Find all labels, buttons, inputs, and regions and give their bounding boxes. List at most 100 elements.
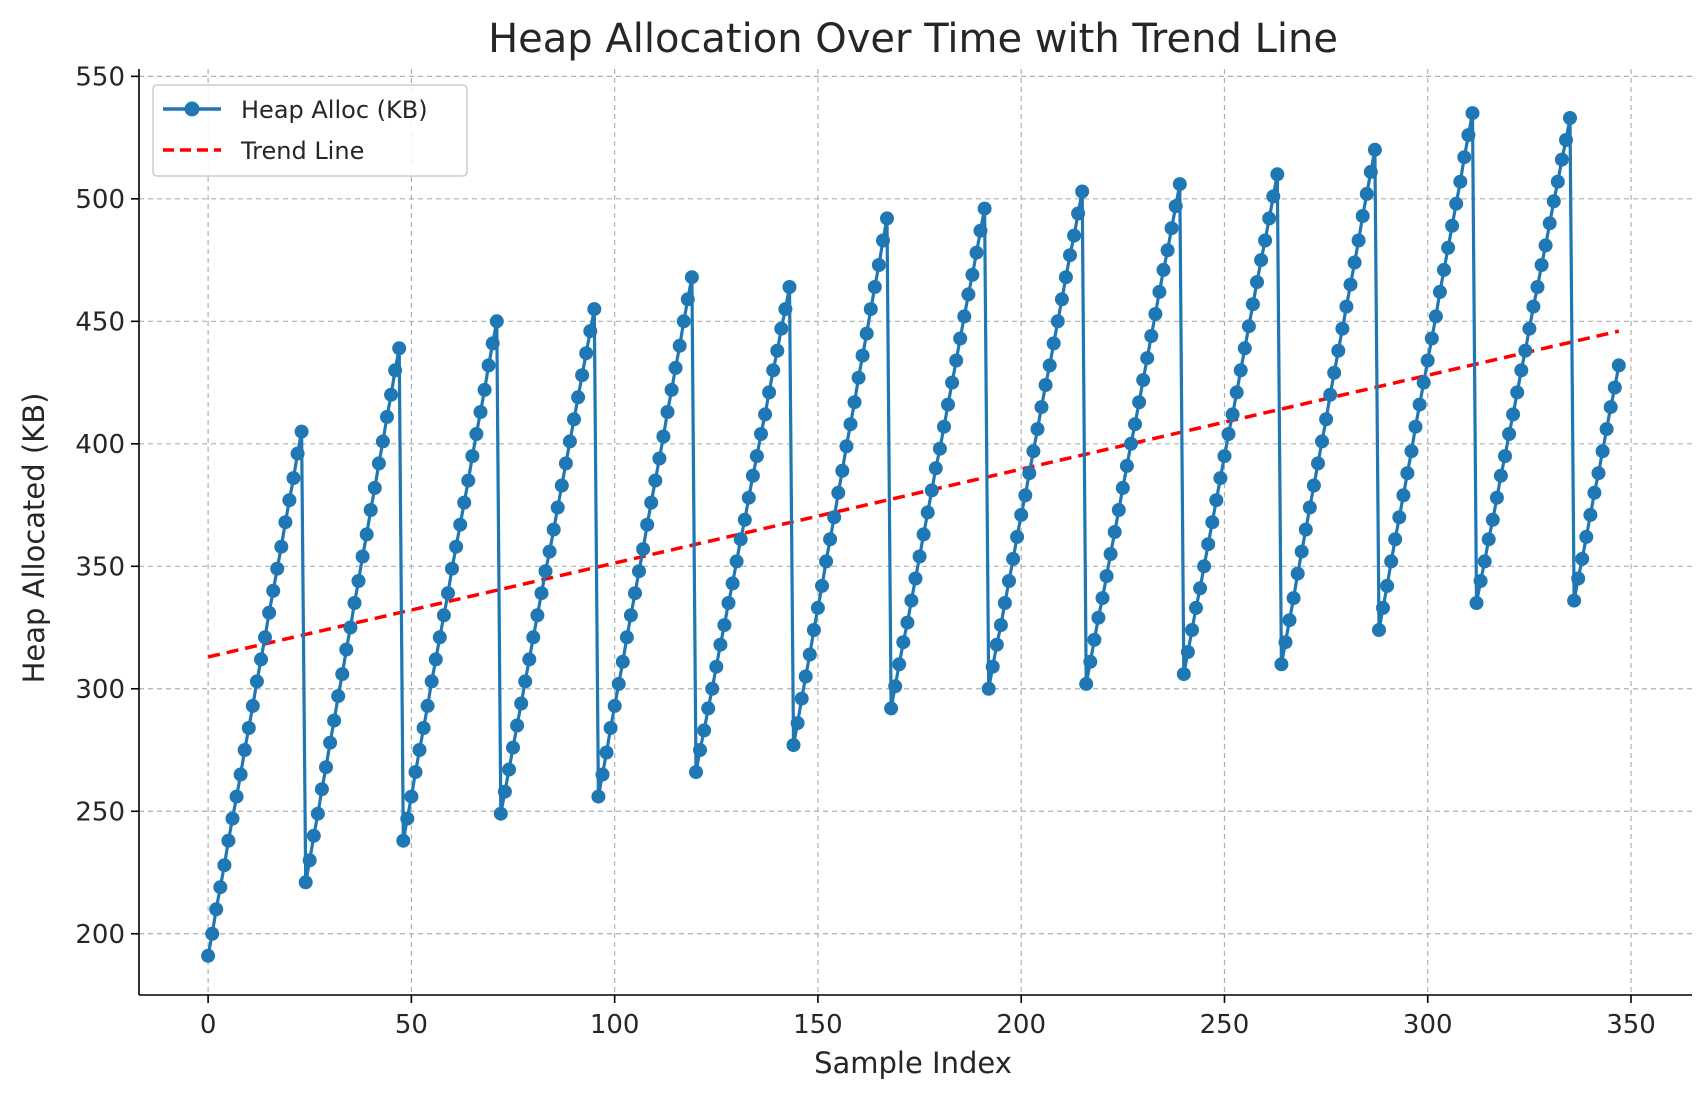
heap-alloc-point — [810, 600, 825, 615]
heap-alloc-point — [689, 765, 703, 780]
heap-alloc-point — [603, 721, 618, 735]
heap-alloc-point — [1315, 434, 1329, 449]
heap-alloc-point — [1327, 365, 1342, 380]
heap-alloc-point — [1424, 331, 1439, 346]
heap-alloc-point — [648, 473, 663, 488]
heap-alloc-point — [843, 417, 858, 432]
heap-alloc-point — [1042, 358, 1057, 373]
heap-alloc-point — [1014, 507, 1029, 522]
heap-alloc-point — [1420, 353, 1435, 368]
heap-alloc-point — [794, 691, 809, 706]
heap-alloc-point — [737, 512, 752, 527]
heap-alloc-point — [892, 657, 907, 672]
heap-alloc-point — [1473, 574, 1488, 588]
heap-alloc-point — [1510, 385, 1525, 400]
heap-alloc-point — [1213, 471, 1228, 486]
heap-alloc-point — [1250, 275, 1264, 290]
heap-alloc-point — [1481, 532, 1496, 547]
heap-alloc-point — [1526, 299, 1541, 314]
heap-alloc-point — [339, 642, 354, 657]
heap-alloc-point — [558, 456, 573, 471]
heap-alloc-point — [441, 586, 455, 601]
heap-alloc-point — [977, 201, 992, 216]
heap-alloc-point — [241, 721, 256, 735]
heap-alloc-point — [656, 429, 671, 444]
x-tick-label: 0 — [200, 1010, 217, 1040]
heap-alloc-point — [254, 652, 268, 667]
heap-alloc-point — [815, 578, 829, 593]
heap-alloc-point — [1290, 566, 1305, 581]
heap-alloc-point — [937, 419, 951, 434]
heap-alloc-point — [741, 490, 756, 505]
heap-alloc-point — [380, 409, 394, 424]
heap-alloc-point — [1030, 422, 1045, 437]
x-tick-label: 250 — [1200, 1010, 1250, 1040]
heap-alloc-point — [880, 211, 894, 226]
heap-alloc-point — [506, 740, 520, 755]
y-axis-ticks: 200 250 300 350 400 450 500 550 — [75, 62, 139, 950]
heap-alloc-point — [290, 446, 305, 461]
heap-alloc-point — [912, 549, 927, 564]
chart-title: Heap Allocation Over Time with Trend Lin… — [488, 16, 1338, 62]
heap-alloc-point — [749, 449, 764, 464]
heap-alloc-point — [1607, 380, 1622, 395]
heap-alloc-series-line — [206, 111, 1621, 957]
heap-alloc-point — [1453, 174, 1468, 189]
heap-alloc-point — [758, 407, 773, 422]
heap-alloc-point — [1217, 449, 1232, 464]
heap-alloc-point — [798, 669, 813, 684]
heap-alloc-point — [522, 652, 537, 667]
heap-alloc-point — [1611, 358, 1626, 373]
trend-line-layer — [207, 329, 1620, 659]
heap-alloc-point — [465, 449, 480, 464]
heap-alloc-point — [445, 561, 459, 576]
heap-alloc-point — [835, 463, 850, 478]
heap-alloc-point — [510, 718, 525, 733]
heap-alloc-point — [1128, 417, 1142, 432]
heap-alloc-point — [485, 336, 500, 351]
heap-alloc-point — [538, 564, 553, 579]
heap-alloc-point — [514, 696, 529, 711]
heap-alloc-point — [1054, 292, 1069, 307]
legend-box — [152, 84, 468, 177]
heap-alloc-point — [924, 483, 939, 498]
heap-alloc-point — [680, 292, 695, 307]
heap-alloc-point — [355, 549, 370, 564]
heap-alloc-point — [1197, 559, 1212, 574]
heap-alloc-point — [343, 620, 358, 635]
y-tick-label: 300 — [75, 675, 125, 705]
heap-alloc-point — [1388, 532, 1403, 547]
heap-alloc-point — [847, 395, 862, 410]
heap-alloc-point — [928, 461, 943, 476]
heap-alloc-point — [823, 532, 838, 547]
y-tick-label: 550 — [75, 62, 125, 92]
heap-alloc-point — [1343, 277, 1358, 292]
heap-alloc-point — [518, 674, 533, 689]
heap-alloc-point — [1542, 216, 1557, 231]
heap-alloc-point — [1119, 458, 1134, 473]
heap-alloc-point — [1392, 510, 1407, 525]
heap-alloc-point — [1063, 248, 1077, 263]
heap-alloc-point — [1514, 363, 1529, 378]
heap-alloc-point — [347, 596, 362, 610]
heap-alloc-point — [1376, 600, 1390, 615]
heap-alloc-point — [1058, 270, 1073, 285]
heap-alloc-point — [1546, 194, 1561, 209]
heap-alloc-point — [542, 544, 557, 559]
heap-alloc-point — [587, 302, 602, 317]
heap-alloc-point — [1591, 466, 1606, 481]
heap-alloc-point — [1193, 581, 1208, 596]
heap-alloc-point — [489, 314, 504, 329]
heap-alloc-point — [1270, 167, 1285, 182]
heap-alloc-point — [1091, 610, 1106, 625]
heap-alloc-point — [754, 427, 768, 441]
heap-alloc-point — [628, 586, 642, 601]
heap-alloc-point — [453, 517, 468, 532]
heap-alloc-point — [684, 270, 699, 285]
heap-alloc-point — [201, 948, 216, 963]
x-tick-label: 350 — [1606, 1010, 1656, 1040]
trend-line — [207, 329, 1620, 659]
heap-alloc-point — [1384, 554, 1399, 569]
heap-alloc-point — [1367, 142, 1382, 157]
heap-alloc-point — [294, 424, 309, 439]
